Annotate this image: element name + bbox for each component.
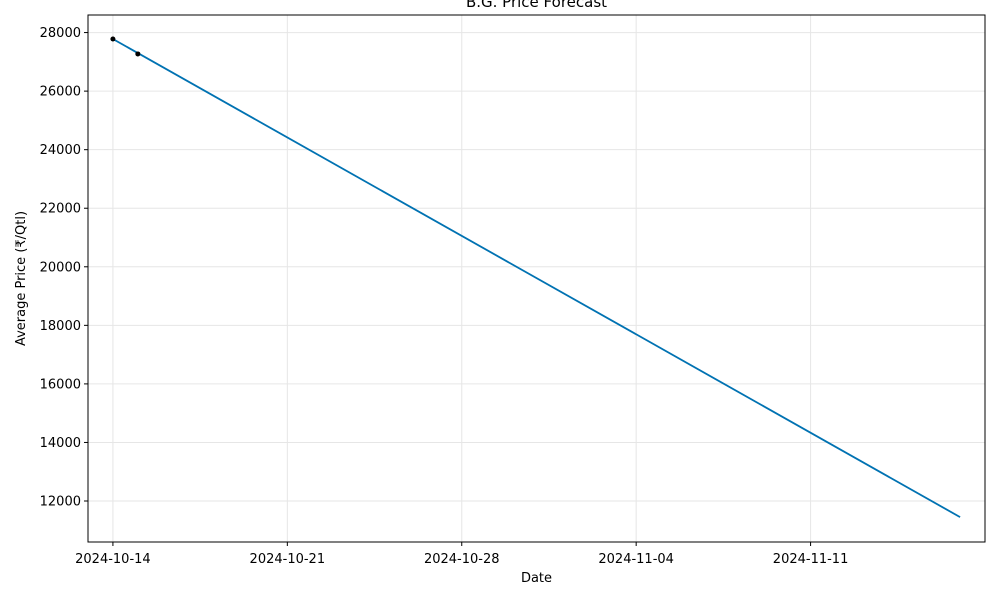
plot-frame [87, 14, 986, 543]
y-axis-ticks: 12000 14000 16000 18000 20000 22000 24000 26000… [40, 26, 88, 510]
x-tick-label: 2024-11-11 [773, 552, 849, 567]
y-tick-label: 14000 [40, 436, 81, 451]
y-tick-label: 28000 [40, 26, 81, 41]
x-axis-ticks: 2024-10-14 2024-10-21 2024-10-28 2024-11-04… [75, 542, 848, 567]
y-tick-label: 22000 [40, 202, 81, 217]
x-tick-label: 2024-10-14 [75, 552, 151, 567]
y-tick-label: 18000 [40, 319, 81, 334]
grid-lines [88, 15, 985, 542]
x-axis-title: Date [521, 571, 552, 586]
x-tick-label: 2024-10-21 [250, 552, 326, 567]
data-series [110, 36, 961, 518]
y-tick-label: 12000 [40, 495, 81, 510]
data-point [110, 36, 116, 42]
forecast-line [112, 38, 961, 518]
y-axis-title: Average Price (₹/Qtl) [14, 211, 29, 346]
data-point [135, 51, 141, 57]
x-tick-label: 2024-11-04 [598, 552, 674, 567]
y-tick-label: 20000 [40, 260, 81, 275]
y-tick-label: 16000 [40, 377, 81, 392]
x-tick-label: 2024-10-28 [424, 552, 500, 567]
y-tick-label: 24000 [40, 143, 81, 158]
chart-title: B.G. Price Forecast [466, 0, 607, 11]
y-tick-label: 26000 [40, 85, 81, 100]
